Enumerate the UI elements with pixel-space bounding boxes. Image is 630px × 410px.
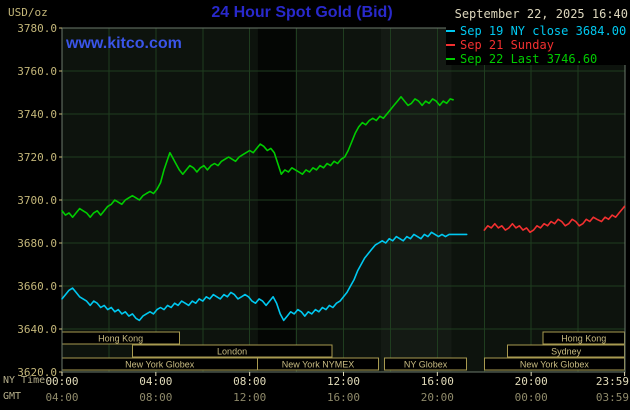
session-box [131,344,333,358]
sep21-line-swatch [446,43,455,46]
y-tick-label: 3760.0 [17,65,57,78]
x-tick-label-ny: 08:00 [233,375,266,388]
y-tick-label: 3680.0 [17,237,57,250]
y-tick-label: 3740.0 [17,108,57,121]
legend-label-sep22: Sep 22 Last 3746.60 [460,52,598,66]
x-tick-label-gmt: 04:00 [45,391,78,404]
legend-item-sep19: Sep 19 NY close 3684.00 [446,23,627,38]
session-label: New York NYMEX [282,360,355,370]
x-tick-label-gmt: 03:59 [596,391,629,404]
x-tick-label-ny: 16:00 [421,375,454,388]
session-label: Sydney [551,347,582,357]
y-tick-label: 3700.0 [17,194,57,207]
session-label: Hong Kong [561,334,606,344]
chart-datetime: September 22, 2025 16:40 [454,7,628,21]
series-line-sep22-current [61,96,454,218]
session-label: New York Globex [125,360,195,370]
session-label: NY Globex [404,360,448,370]
series-line-sep21-sunday [483,205,626,234]
session-box [256,357,380,371]
sep22-line-swatch [446,57,455,60]
x-tick-label-ny: 04:00 [139,375,172,388]
legend-item-sep21: Sep 21 Sunday [446,37,626,52]
y-tick-label: 3620.0 [17,366,57,379]
chart-title: 24 Hour Spot Gold (Bid) [211,4,393,21]
y-axis-unit-label: USD/oz [8,6,48,19]
y-tick-label: 3780.0 [17,22,57,35]
x-tick-label-gmt: 08:00 [139,391,172,404]
x-axis-ny-time-label: NY Time [3,375,46,386]
chart-legend: Sep 19 NY close 3684.00 Sep 21 Sunday Se… [446,23,627,66]
kitco-watermark-link[interactable]: www.kitco.com [66,35,182,52]
legend-label-sep19: Sep 19 NY close 3684.00 [460,24,627,38]
x-tick-label-ny: 20:00 [515,375,548,388]
x-tick-label-gmt: 12:00 [233,391,266,404]
x-tick-label-ny: 23:59 [596,375,629,388]
x-tick-label-gmt: 00:00 [515,391,548,404]
y-tick-label: 3660.0 [17,280,57,293]
legend-label-sep21: Sep 21 Sunday [460,38,554,52]
session-box [384,357,468,371]
x-axis-gmt-label: GMT [3,391,22,402]
x-tick-label-gmt: 20:00 [421,391,454,404]
session-label: New York Globex [520,360,590,370]
session-label: Hong Kong [98,334,143,344]
x-tick-label-gmt: 16:00 [327,391,360,404]
x-tick-label-ny: 12:00 [327,375,360,388]
legend-item-sep22: Sep 22 Last 3746.60 [446,51,626,66]
y-tick-label: 3640.0 [17,323,57,336]
x-tick-label-ny: 00:00 [45,375,78,388]
y-tick-label: 3720.0 [17,151,57,164]
series-line-sep19-ny-close [61,231,468,322]
session-label: London [217,347,247,357]
sep19-line-swatch [446,29,455,32]
